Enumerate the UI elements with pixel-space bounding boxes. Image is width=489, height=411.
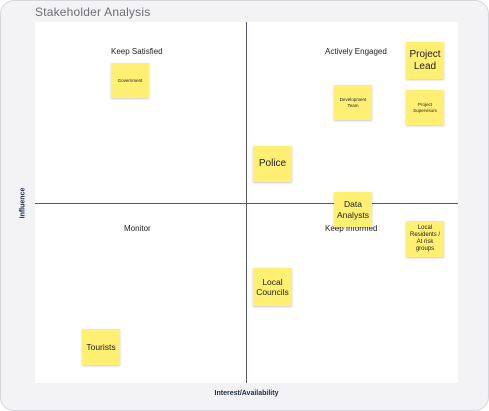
sticky-note-local-residents[interactable]: Local Residents / At risk groups — [406, 221, 444, 257]
horizontal-axis-line — [35, 203, 458, 204]
y-axis-label: Influence — [19, 187, 27, 219]
sticky-note-tourists[interactable]: Tourists — [82, 329, 120, 365]
sticky-note-data-analysts[interactable]: Data Analysts — [334, 192, 372, 227]
x-axis-label: Interest/Availability — [214, 390, 279, 397]
sticky-note-government[interactable]: Government — [111, 63, 149, 98]
board-title: Stakeholder Analysis — [35, 5, 151, 19]
quadrant-label-monitor: Monitor — [124, 224, 151, 233]
sticky-note-police[interactable]: Police — [253, 146, 292, 182]
sticky-note-development-team[interactable]: Development Team — [334, 85, 372, 120]
quadrant-label-keep-satisfied: Keep Satisfied — [111, 47, 163, 56]
stakeholder-matrix: Keep Satisfied Actively Engaged Monitor … — [35, 22, 458, 383]
sticky-note-project-supervisors[interactable]: Project Supervisors — [406, 90, 444, 125]
quadrant-label-keep-informed: Keep Informed — [325, 224, 378, 233]
vertical-axis-line — [246, 22, 247, 383]
sticky-note-local-councils[interactable]: Local Councils — [253, 268, 292, 306]
quadrant-label-actively-engaged: Actively Engaged — [325, 47, 387, 56]
sticky-note-project-lead[interactable]: Project Lead — [406, 42, 444, 79]
